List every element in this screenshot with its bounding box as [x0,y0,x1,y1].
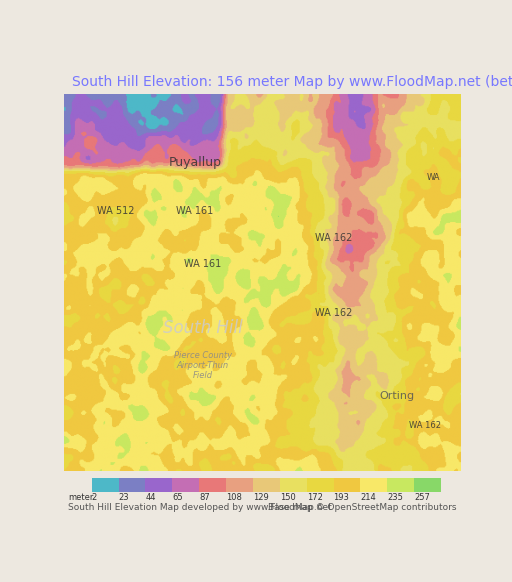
Text: meter: meter [68,493,93,502]
FancyBboxPatch shape [253,478,280,492]
FancyBboxPatch shape [199,478,226,492]
Text: Puyallup: Puyallup [168,156,222,169]
Text: 2: 2 [92,493,97,502]
Text: WA: WA [426,173,440,182]
FancyBboxPatch shape [333,478,360,492]
FancyBboxPatch shape [119,478,145,492]
Text: 150: 150 [280,493,295,502]
FancyBboxPatch shape [387,478,414,492]
FancyBboxPatch shape [92,478,119,492]
Text: 172: 172 [307,493,323,502]
Text: 214: 214 [360,493,376,502]
Text: WA 161: WA 161 [176,206,214,216]
Text: 23: 23 [119,493,129,502]
FancyBboxPatch shape [145,478,173,492]
Text: South Hill Elevation: 156 meter Map by www.FloodMap.net (beta): South Hill Elevation: 156 meter Map by w… [72,75,512,89]
Text: WA 162: WA 162 [315,233,352,243]
FancyBboxPatch shape [173,478,199,492]
Text: Orting: Orting [380,391,415,400]
Text: Base map © OpenStreetMap contributors: Base map © OpenStreetMap contributors [268,503,457,512]
Text: 108: 108 [226,493,242,502]
FancyBboxPatch shape [414,478,441,492]
Text: South Hill: South Hill [163,319,243,337]
Text: 193: 193 [333,493,349,502]
Text: WA 162: WA 162 [409,421,441,430]
Text: WA 161: WA 161 [184,259,222,269]
Text: WA 512: WA 512 [97,206,134,216]
Text: 65: 65 [173,493,183,502]
FancyBboxPatch shape [226,478,253,492]
FancyBboxPatch shape [307,478,333,492]
FancyBboxPatch shape [360,478,387,492]
FancyBboxPatch shape [280,478,307,492]
Text: South Hill Elevation Map developed by www.FloodMap.net: South Hill Elevation Map developed by ww… [68,503,332,512]
Text: 87: 87 [199,493,210,502]
Text: Pierce County
Airport-Thun
Field: Pierce County Airport-Thun Field [174,350,232,381]
Text: 129: 129 [253,493,269,502]
Text: 44: 44 [145,493,156,502]
Text: 257: 257 [414,493,430,502]
Text: WA 162: WA 162 [315,308,352,318]
Text: 235: 235 [387,493,403,502]
